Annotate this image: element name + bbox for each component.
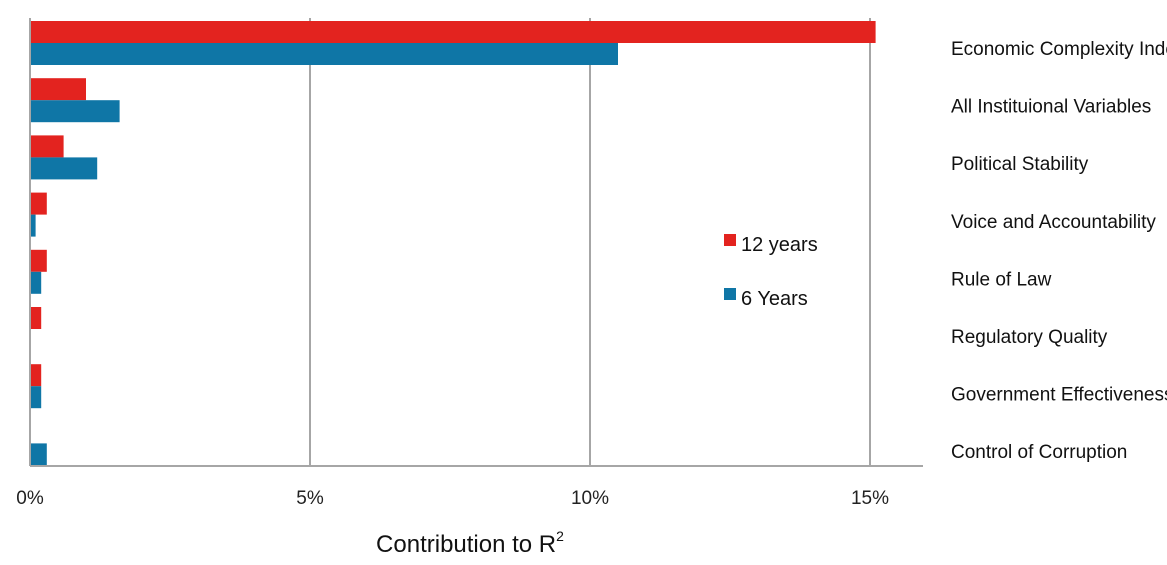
bar-series1 xyxy=(30,21,876,43)
bar-series2 xyxy=(30,443,47,466)
bar-series1 xyxy=(30,192,47,215)
bar-series2 xyxy=(30,100,120,123)
category-label: Political Stability xyxy=(951,154,1089,175)
bar-series2 xyxy=(30,214,36,237)
x-tick-label: 15% xyxy=(851,488,889,509)
bar-series1 xyxy=(30,78,86,101)
legend-label: 6 Years xyxy=(741,288,808,310)
x-axis-title: Contribution to R2 xyxy=(376,528,564,558)
legend-swatch xyxy=(724,288,736,300)
bar-series2 xyxy=(30,271,42,294)
category-label: Control of Corruption xyxy=(951,442,1127,463)
bar-series1 xyxy=(30,249,47,272)
category-label: Voice and Accountability xyxy=(951,212,1156,233)
category-labels: Economic Complexity Index All Instituiona… xyxy=(951,39,1167,463)
bar-series2 xyxy=(30,157,98,180)
category-label: All Instituional Variables xyxy=(951,97,1151,118)
x-tick-label: 10% xyxy=(571,488,609,509)
x-axis-title-text: Contribution to R xyxy=(376,531,556,558)
bar-series2 xyxy=(30,386,42,409)
legend: 12 years 6 Years xyxy=(724,234,818,310)
category-label: Regulatory Quality xyxy=(951,327,1108,348)
x-tick-label: 5% xyxy=(296,488,324,509)
bar-series2 xyxy=(30,43,618,65)
legend-swatch xyxy=(724,234,736,246)
gridlines xyxy=(309,18,871,466)
x-axis-title-superscript: 2 xyxy=(556,528,564,544)
category-label: Rule of Law xyxy=(951,269,1052,290)
bars xyxy=(30,21,876,466)
x-tick-label: 0% xyxy=(16,488,44,509)
legend-label: 12 years xyxy=(741,234,818,256)
category-label: Government Effectiveness xyxy=(951,385,1167,406)
bar-series1 xyxy=(30,135,64,158)
tick-labels: 0% 5% 10% 15% xyxy=(16,488,889,509)
bar-series1 xyxy=(30,364,42,387)
category-label: Economic Complexity Index xyxy=(951,39,1167,60)
bar-series1 xyxy=(30,307,42,329)
axes xyxy=(29,18,923,467)
